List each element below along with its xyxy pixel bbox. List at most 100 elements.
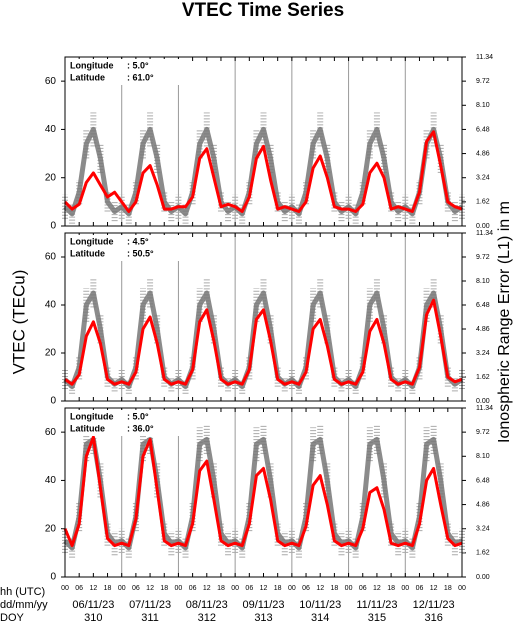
x-tick-label: 06: [416, 585, 424, 592]
info-label: Latitude: [70, 423, 105, 433]
y2-tick-label: 8.10: [476, 453, 490, 460]
date-label: 07/11/23: [129, 599, 171, 611]
y2-tick-label: 0.00: [476, 398, 490, 405]
y2-tick-label: 3.24: [476, 175, 490, 182]
y2-tick-label: 3.24: [476, 350, 490, 357]
row-label: dd/mm/yy: [0, 599, 48, 611]
x-tick-label: 18: [330, 585, 338, 592]
y2-axis-label: Ionospheric Range Error (L1) in m: [496, 201, 513, 443]
info-label: Longitude: [70, 60, 114, 70]
x-tick-label: 12: [316, 585, 324, 592]
y-tick-label: 40: [45, 300, 57, 311]
info-label: Longitude: [70, 411, 114, 421]
x-tick-label: 06: [75, 585, 83, 592]
y-tick-label: 60: [45, 76, 57, 87]
y-tick-label: 20: [45, 523, 57, 534]
info-value: : 4.5°: [127, 236, 149, 246]
row-label: hh (UTC): [0, 586, 45, 598]
doy-label: 310: [84, 612, 102, 623]
doy-label: 312: [198, 612, 216, 623]
x-tick-label: 12: [260, 585, 268, 592]
x-tick-label: 06: [359, 585, 367, 592]
y-tick-label: 0: [50, 221, 56, 232]
y-tick-label: 20: [45, 172, 57, 183]
y2-tick-label: 4.86: [476, 326, 490, 333]
y2-tick-label: 3.24: [476, 526, 490, 533]
y2-tick-label: 4.86: [476, 150, 490, 157]
x-tick-label: 00: [458, 585, 466, 592]
x-tick-label: 18: [217, 585, 225, 592]
x-tick-label: 18: [160, 585, 168, 592]
y2-tick-label: 6.48: [476, 477, 490, 484]
info-box: [67, 59, 179, 85]
doy-label: 313: [254, 612, 272, 623]
info-label: Latitude: [70, 72, 105, 82]
x-tick-label: 18: [387, 585, 395, 592]
y-tick-label: 0: [50, 396, 56, 407]
x-tick-label: 18: [274, 585, 282, 592]
info-value: : 61.0°: [127, 72, 154, 82]
y2-tick-label: 0.00: [476, 223, 490, 230]
x-tick-label: 18: [444, 585, 452, 592]
y2-tick-label: 11.34: [476, 405, 493, 412]
y-tick-label: 60: [45, 252, 57, 263]
x-tick-label: 18: [104, 585, 112, 592]
x-tick-label: 12: [203, 585, 211, 592]
x-tick-label: 12: [373, 585, 381, 592]
x-tick-label: 00: [61, 585, 69, 592]
y-axis-label: VTEC (TECu): [9, 270, 28, 375]
info-value: : 36.0°: [127, 423, 154, 433]
info-value: : 5.0°: [127, 60, 149, 70]
plot-frame: [64, 232, 463, 402]
x-tick-label: 12: [89, 585, 97, 592]
x-tick-label: 00: [401, 585, 409, 592]
y-tick-label: 40: [45, 475, 57, 486]
x-tick-label: 06: [132, 585, 140, 592]
y2-tick-label: 9.72: [476, 78, 490, 85]
x-tick-label: 00: [231, 585, 239, 592]
y2-tick-label: 1.62: [476, 550, 490, 557]
x-tick-label: 12: [146, 585, 154, 592]
y2-tick-label: 1.62: [476, 199, 490, 206]
series-line: [63, 130, 463, 213]
y-tick-label: 60: [45, 427, 57, 438]
doy-label: 311: [141, 612, 159, 623]
row-label: DOY: [0, 612, 25, 623]
y-tick-label: 0: [50, 572, 56, 583]
x-tick-label: 06: [302, 585, 310, 592]
y-tick-label: 40: [45, 124, 57, 135]
info-value: : 50.5°: [127, 248, 154, 258]
series-line: [63, 435, 463, 548]
date-label: 11/11/23: [356, 599, 397, 611]
doy-label: 314: [311, 612, 329, 623]
x-tick-label: 00: [175, 585, 183, 592]
y2-tick-label: 4.86: [476, 501, 490, 508]
y2-tick-label: 11.34: [476, 230, 493, 237]
x-tick-label: 00: [118, 585, 126, 592]
series-line: [64, 298, 463, 386]
date-label: 09/11/23: [242, 599, 284, 611]
y2-tick-label: 1.62: [476, 374, 490, 381]
doy-label: 315: [368, 612, 386, 623]
info-value: : 5.0°: [127, 411, 149, 421]
x-tick-label: 06: [245, 585, 253, 592]
y2-tick-label: 6.48: [476, 126, 490, 133]
chart-title: VTEC Time Series: [182, 0, 344, 21]
date-label: 12/11/23: [413, 599, 455, 611]
info-label: Longitude: [70, 236, 114, 246]
date-label: 10/11/23: [299, 599, 341, 611]
info-label: Latitude: [70, 248, 105, 258]
date-label: 08/11/23: [186, 599, 228, 611]
info-box: [67, 410, 179, 436]
y2-tick-label: 8.10: [476, 102, 490, 109]
y2-tick-label: 8.10: [476, 278, 490, 285]
x-tick-label: 12: [430, 585, 438, 592]
doy-label: 316: [424, 612, 442, 623]
x-tick-label: 00: [345, 585, 353, 592]
plot-frame: [64, 56, 463, 227]
plot-frame: [64, 407, 463, 578]
x-tick-label: 00: [288, 585, 296, 592]
plot-area: [65, 57, 462, 226]
y2-tick-label: 6.48: [476, 302, 490, 309]
